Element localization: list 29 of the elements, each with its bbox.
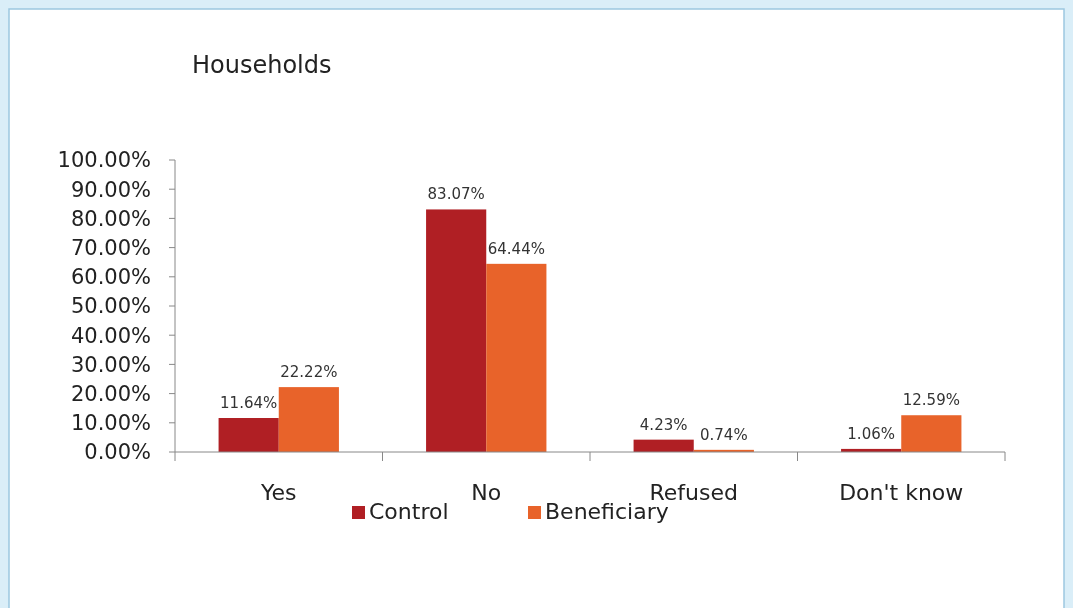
- y-tick-label: 20.00%: [70, 381, 151, 406]
- y-tick-label: 50.00%: [70, 294, 151, 319]
- y-tick-label: 90.00%: [70, 177, 151, 202]
- x-tick-label: Don't know: [839, 480, 964, 505]
- y-tick-label: 10.00%: [70, 411, 151, 436]
- y-tick-label: 40.00%: [70, 323, 151, 348]
- legend-label: Control: [369, 499, 449, 524]
- y-tick-label: 30.00%: [70, 352, 151, 377]
- chart-title: Households: [192, 51, 332, 79]
- data-label: 12.59%: [902, 391, 960, 410]
- x-tick-label: Yes: [259, 480, 297, 505]
- y-tick-label: 70.00%: [70, 235, 151, 260]
- y-tick-label: 60.00%: [70, 265, 151, 290]
- bar: [426, 209, 487, 452]
- data-label: 64.44%: [487, 239, 545, 258]
- data-label: 4.23%: [639, 415, 688, 434]
- bar: [901, 415, 962, 452]
- y-tick-label: 80.00%: [70, 206, 151, 231]
- data-label: 0.74%: [700, 425, 748, 444]
- data-label: 1.06%: [847, 424, 895, 443]
- bar: [278, 387, 339, 452]
- data-label: 11.64%: [220, 394, 278, 413]
- bar: [218, 418, 279, 452]
- data-label: 22.22%: [280, 363, 338, 382]
- y-tick-label: 0.00%: [84, 440, 151, 465]
- x-tick-label: No: [471, 480, 502, 505]
- y-tick-label: 100.00%: [57, 148, 151, 173]
- bar: [486, 263, 547, 452]
- data-label: 83.07%: [427, 185, 485, 204]
